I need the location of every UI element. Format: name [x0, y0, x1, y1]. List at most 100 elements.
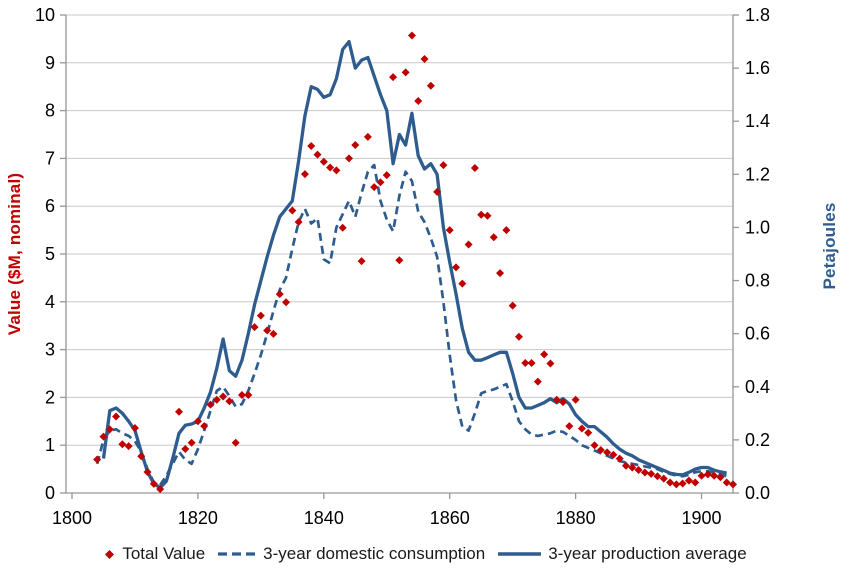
left-axis-tick-label: 10 — [35, 5, 55, 25]
series-total-value-point — [187, 438, 196, 447]
series-total-value-point — [319, 157, 328, 166]
series-total-value-point — [395, 256, 404, 265]
series-total-value-point — [244, 391, 253, 400]
series-total-value-point — [508, 301, 517, 310]
legend-item-production-average: 3-year production average — [497, 544, 747, 564]
dashed-line-marker-icon — [218, 552, 257, 556]
series-total-value-point — [565, 422, 574, 431]
series-total-value-point — [628, 463, 637, 472]
series-total-value-point — [225, 397, 234, 406]
series-total-value-point — [212, 395, 221, 404]
series-total-value-point — [540, 350, 549, 359]
right-axis-tick-label: 1.4 — [745, 111, 770, 131]
left-axis-title: Value ($M, nominal) — [5, 172, 24, 336]
series-total-value-point — [256, 311, 265, 320]
series-total-value-point — [703, 470, 712, 479]
series-total-value-point — [363, 132, 372, 141]
series-total-value-point — [552, 395, 561, 404]
series-total-value-point — [571, 395, 580, 404]
x-axis-tick-label: 1820 — [178, 508, 218, 528]
series-total-value-point — [389, 73, 398, 82]
series-total-value-point — [143, 467, 152, 476]
series-total-value-point — [414, 97, 423, 106]
series-total-value-point — [621, 461, 630, 470]
x-axis-tick-label: 1800 — [52, 508, 92, 528]
series-production-average-line — [101, 39, 728, 490]
series-total-value-point — [445, 226, 454, 235]
right-axis-tick-label: 0.2 — [745, 430, 770, 450]
legend-label-production-average: 3-year production average — [548, 544, 747, 563]
series-total-value-point — [716, 473, 725, 482]
series-domestic-consumption-line — [95, 163, 728, 487]
series-total-value-point — [112, 412, 121, 421]
left-axis-tick-label: 0 — [45, 483, 55, 503]
series-total-value-point — [282, 298, 291, 307]
series-total-value-point — [477, 210, 486, 219]
series-total-value-point — [294, 217, 303, 226]
series-total-value-point — [464, 240, 473, 249]
series-total-value-point — [722, 478, 731, 487]
series-total-value-point — [672, 480, 681, 489]
series-total-value-point — [338, 223, 347, 232]
left-axis-tick-label: 4 — [45, 292, 55, 312]
right-axis-tick-label: 1.8 — [745, 5, 770, 25]
series-total-value-point — [307, 141, 316, 150]
series-total-value-point — [684, 476, 693, 485]
series-total-value-point — [489, 233, 498, 242]
series-total-value-point — [729, 480, 737, 489]
series-total-value-point — [300, 170, 309, 179]
right-axis-tick-label: 1.6 — [745, 58, 770, 78]
series-total-value-point — [332, 166, 341, 175]
legend-label-total-value: Total Value — [122, 544, 206, 563]
series-total-value-point — [634, 466, 643, 475]
series-total-value-point — [401, 68, 410, 77]
series-total-value-point — [697, 471, 706, 480]
diamond-marker-icon — [105, 549, 115, 559]
left-axis-tick-label: 3 — [45, 340, 55, 360]
series-total-value-point — [219, 392, 228, 401]
series-total-value-point — [458, 279, 467, 288]
series-total-value-point — [118, 440, 127, 449]
series-total-value-point — [124, 442, 133, 451]
series-total-value-point — [193, 417, 202, 426]
series-total-value-point — [269, 329, 278, 338]
series-total-value-point — [483, 211, 492, 220]
right-axis-tick-label: 0.8 — [745, 271, 770, 291]
x-axis-tick-label: 1900 — [682, 508, 722, 528]
series-total-value-point — [659, 474, 668, 483]
series-total-value-point — [452, 263, 461, 272]
series-total-value-point — [577, 424, 586, 433]
series-total-value-point — [420, 54, 429, 63]
series-total-value-point — [533, 377, 542, 386]
series-total-value-point — [470, 163, 479, 172]
right-axis-tick-label: 0.4 — [745, 377, 770, 397]
solid-line-marker-icon — [498, 552, 542, 556]
series-total-value-point — [370, 183, 379, 192]
series-total-value-point — [326, 163, 335, 172]
series-total-value-point — [237, 391, 246, 400]
series-total-value-point — [603, 448, 612, 457]
series-total-value-point — [546, 359, 555, 368]
series-total-value-point — [426, 81, 435, 90]
series-total-value-point — [156, 485, 165, 494]
series-total-value-point — [99, 432, 108, 441]
left-axis-tick-label: 9 — [45, 53, 55, 73]
series-total-value-point — [231, 438, 240, 447]
series-total-value-point — [640, 468, 649, 477]
series-total-value-point — [514, 332, 523, 341]
series-total-value-point — [527, 358, 536, 367]
series-total-value-point — [596, 445, 605, 454]
left-axis-tick-label: 8 — [45, 101, 55, 121]
series-total-value-point — [407, 31, 416, 40]
left-axis-tick-label: 6 — [45, 196, 55, 216]
series-total-value-point — [609, 450, 618, 459]
left-axis-tick-label: 2 — [45, 387, 55, 407]
legend-label-domestic-consumption: 3-year domestic consumption — [263, 544, 486, 563]
series-total-value-point — [382, 171, 391, 180]
series-total-value-point — [130, 423, 139, 432]
series-total-value-point — [559, 398, 568, 407]
series-total-value-point — [502, 226, 511, 235]
right-axis-tick-label: 1.0 — [745, 217, 770, 237]
